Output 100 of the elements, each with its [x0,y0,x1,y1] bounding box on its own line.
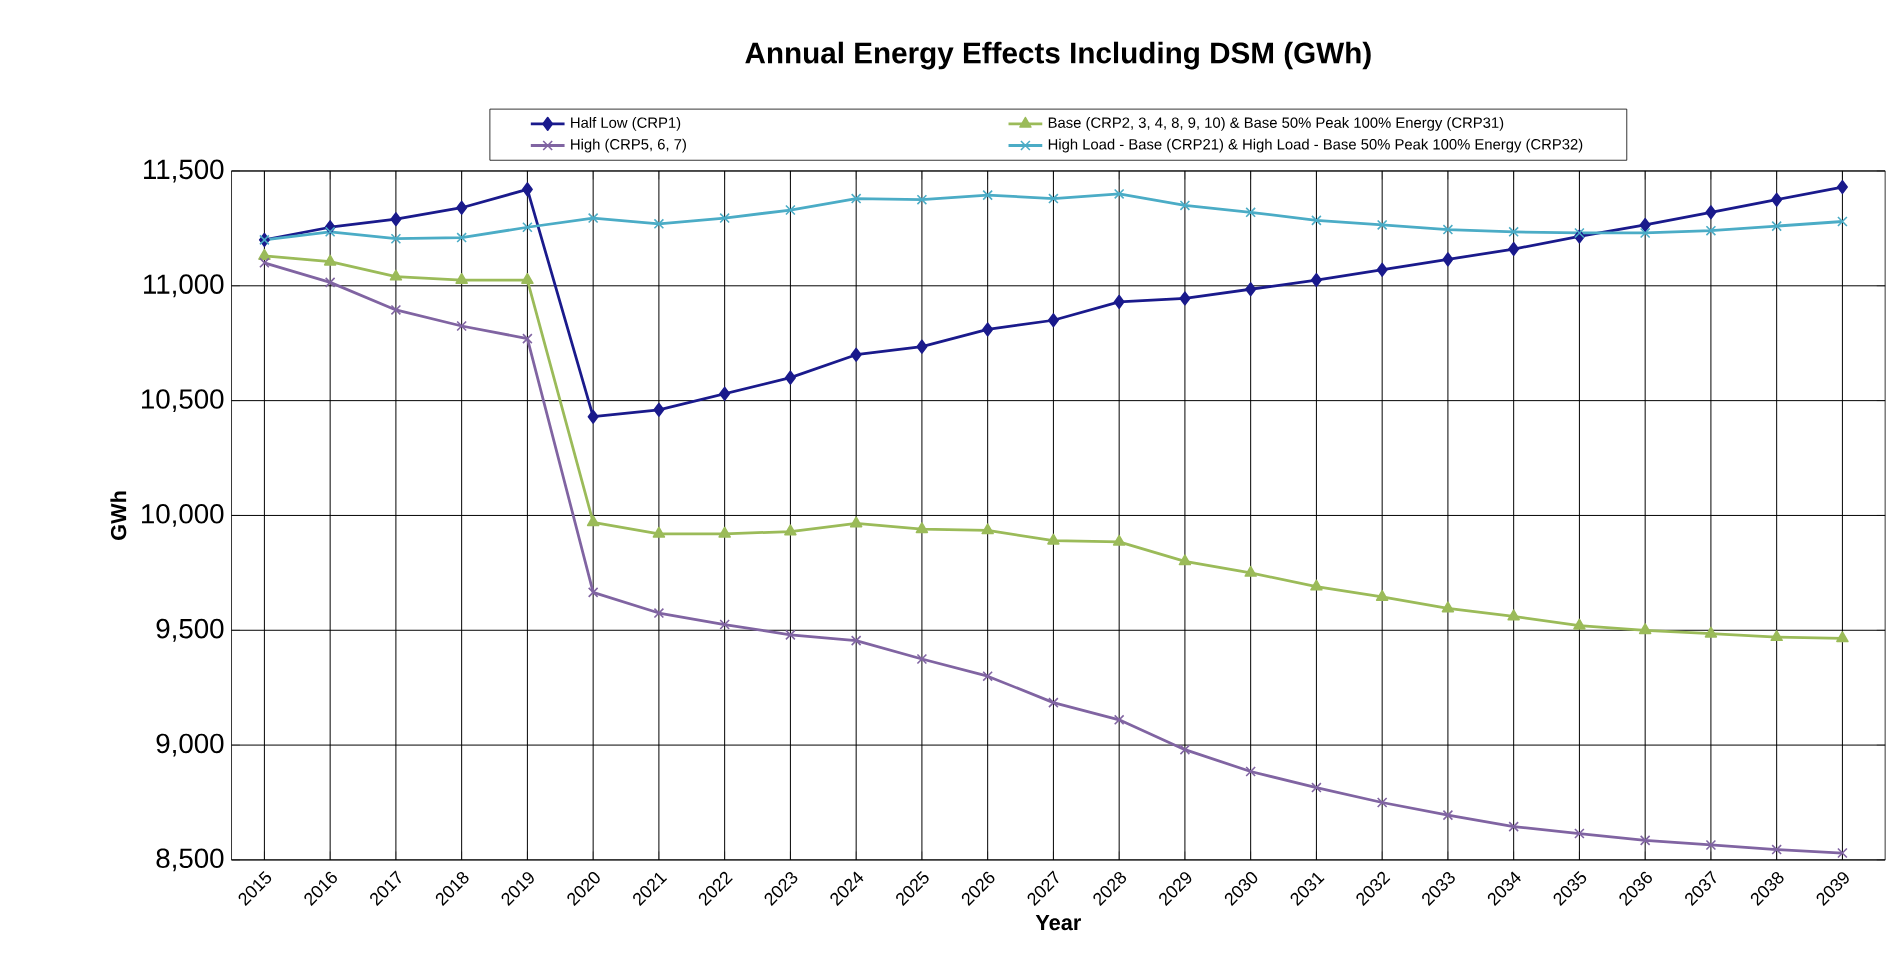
point [849,516,863,528]
point [1508,242,1520,257]
point [784,370,796,385]
point [719,213,730,224]
point [1639,835,1651,846]
legend-label: High Load - Base (CRP21) & High Load - Base 50% Peak 100% Energy (CRP32) [1048,138,1583,153]
y-tick-label: 8,500 [156,848,224,872]
point [1245,282,1257,297]
point [586,515,600,527]
point [1441,601,1455,613]
point [1639,218,1651,233]
point [258,249,271,261]
point [1770,630,1783,642]
point [522,222,533,233]
point [1836,180,1848,195]
point [1178,554,1192,566]
point [1310,579,1323,591]
point [718,526,731,538]
point [652,526,666,538]
point [323,254,337,266]
point [1179,291,1191,306]
point [1245,207,1256,218]
point [1836,631,1849,643]
legend-label: Base (CRP2, 3, 4, 8, 9, 10) & Base 50% Peak 100% Energy (CRP31) [1048,117,1504,132]
point [1113,714,1125,726]
point [1245,766,1256,777]
point [916,339,928,354]
y-tick-label: 10,000 [142,504,224,528]
point [1771,844,1782,856]
point [522,333,533,345]
point [521,273,534,285]
point [653,607,665,619]
point [1376,262,1388,278]
point [1311,782,1322,794]
point [719,619,730,630]
point [1048,697,1059,709]
y-tick-label: 11,000 [144,274,224,298]
point [785,629,796,641]
point [785,204,796,216]
point [1705,839,1717,851]
point [1574,828,1585,839]
y-tick-label: 9,500 [156,619,224,642]
legend-label: High (CRP5, 6, 7) [571,138,686,153]
point [1047,533,1060,545]
point [1376,797,1388,808]
point [1376,219,1388,231]
point [324,277,336,288]
point [259,257,270,269]
y-tick-label: 11,500 [144,159,224,183]
y-axis-title: GWh [110,491,127,541]
point [1705,205,1717,220]
point [784,524,797,536]
point [1442,252,1454,267]
point [982,190,993,201]
point [915,522,929,534]
point [1179,200,1191,211]
chart-title: Annual Energy Effects Including DSM (GWh) [745,41,1371,70]
legend-label: Half Low (CRP1) [571,117,681,132]
point [981,523,994,535]
point [653,218,665,230]
point [390,212,402,227]
point [653,402,665,418]
point [1442,810,1454,821]
point [850,347,862,363]
point [916,653,928,665]
y-tick-label: 10,500 [142,389,224,413]
point [456,232,467,244]
point [1244,565,1257,578]
point [1837,216,1848,227]
point [455,273,468,285]
point [587,587,599,598]
point [324,226,336,238]
point [982,322,994,337]
point [1574,227,1585,239]
point [1771,192,1783,208]
point [1375,590,1389,602]
point [1573,618,1586,630]
point [587,213,599,224]
point [1442,224,1454,236]
point [521,182,533,197]
point [1508,226,1519,238]
point [390,233,402,245]
point [1310,273,1322,288]
point [982,671,993,682]
point [850,193,862,204]
point [390,304,402,316]
point [389,269,403,281]
point [916,194,928,206]
point [1508,821,1519,833]
point [1112,534,1126,547]
point [1113,294,1125,310]
point [1047,313,1059,328]
point [1705,225,1717,237]
point [1837,847,1848,859]
point [1311,215,1322,226]
x-axis-title: Year [1035,915,1081,931]
y-tick-label: 9,000 [156,733,224,757]
point [1704,626,1718,638]
point [850,635,862,647]
point [1179,744,1191,756]
